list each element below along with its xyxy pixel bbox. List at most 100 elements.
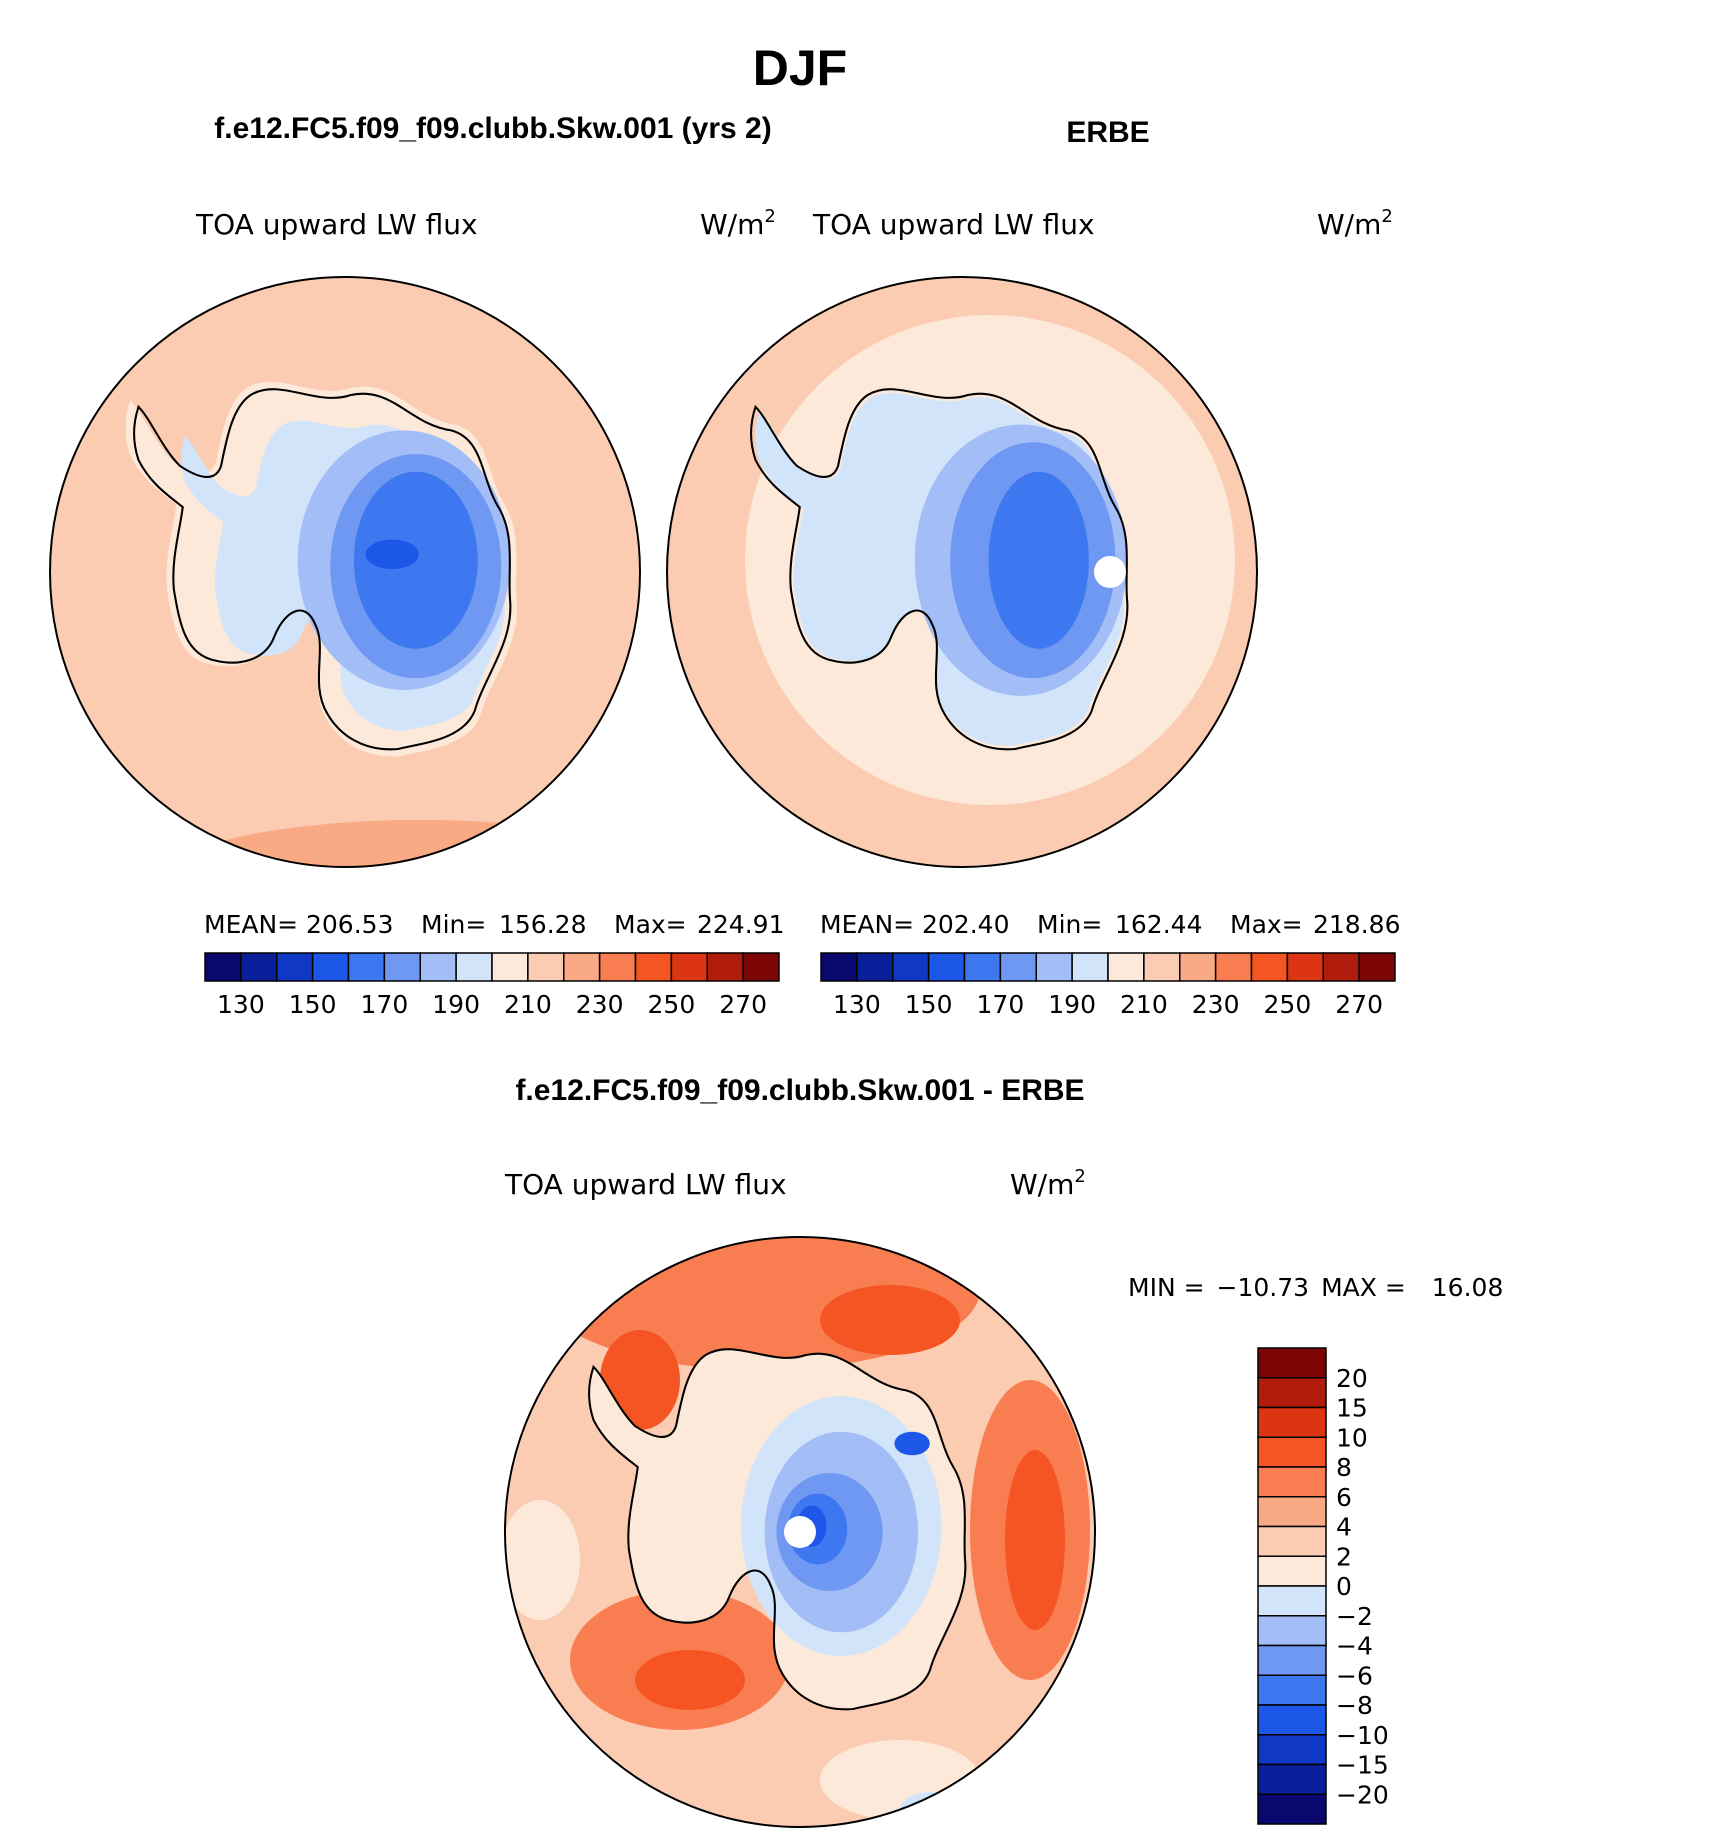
colorbar-swatch <box>1257 1585 1327 1617</box>
colorbar-swatch <box>1250 952 1289 982</box>
colorbar-swatch <box>383 952 421 982</box>
units-exponent: 2 <box>764 206 775 227</box>
stat-max-value: 218.86 <box>1313 910 1400 939</box>
colorbar-swatch <box>1257 1436 1327 1468</box>
colorbar-tick-label: 250 <box>648 990 696 1019</box>
units-base: W/m <box>1010 1168 1074 1201</box>
panel-model-title: f.e12.FC5.f09_f09.clubb.Skw.001 (yrs 2) <box>214 112 771 145</box>
continent-field <box>755 392 1128 746</box>
colorbar-swatch <box>240 952 278 982</box>
panel-diff-units: W/m2 <box>1010 1166 1086 1201</box>
colorbar-swatch <box>1257 1793 1327 1825</box>
units-base: W/m <box>1317 208 1381 241</box>
colorbar-tick-label: 150 <box>905 990 953 1019</box>
colorbar-tick-label: 210 <box>504 990 552 1019</box>
stat-max-label: Max= <box>614 910 687 939</box>
colorbar-tick-label: 130 <box>217 990 265 1019</box>
stat-min-value: 162.44 <box>1115 910 1202 939</box>
colorbar-swatch <box>927 952 966 982</box>
colorbar-obs: 130 150 170 190 210 230 250 270 <box>820 952 1396 1019</box>
polar-map-model <box>50 277 640 867</box>
warm-patch-northeast <box>820 1285 960 1355</box>
stat-max-label: Max= <box>1230 910 1303 939</box>
pole-hole <box>784 1516 816 1548</box>
colorbar-swatch <box>563 952 601 982</box>
colorbar-swatch <box>347 952 386 982</box>
colorbar-swatch <box>419 952 457 982</box>
colorbar-swatch <box>527 952 565 982</box>
colorbar-tick-label: 170 <box>977 990 1025 1019</box>
panel-obs-units: W/m2 <box>1317 206 1393 241</box>
colorbar-swatch <box>670 952 708 982</box>
colorbar-swatch <box>1257 1704 1327 1736</box>
stat-min-label: MIN = <box>1128 1273 1205 1302</box>
panel-diff-title: f.e12.FC5.f09_f09.clubb.Skw.001 - ERBE <box>515 1074 1084 1107</box>
map-border <box>666 276 1258 868</box>
colorbar-swatch <box>311 952 350 982</box>
colorbar-tick-label: 15 <box>1336 1394 1368 1423</box>
colorbar-swatch <box>204 952 242 982</box>
colorbar-swatch <box>1358 952 1396 982</box>
stat-mean-value: 202.40 <box>922 910 1009 939</box>
colorbar-swatch <box>1257 1734 1327 1766</box>
stat-min-label: Min= <box>1037 910 1102 939</box>
stat-mean-value: 206.53 <box>306 910 393 939</box>
polar-map-diff <box>505 1237 1095 1827</box>
continent-field <box>589 1349 966 1710</box>
stat-mean-label: MEAN= <box>204 910 298 939</box>
colorbar-swatch <box>706 952 744 982</box>
pole-hole <box>1094 556 1126 588</box>
stats-model: MEAN= 206.53 Min= 156.28 Max= 224.91 <box>204 910 784 939</box>
colorbar-swatch <box>1179 952 1217 982</box>
colorbar-tick-label: −10 <box>1336 1721 1389 1750</box>
colorbar-swatch <box>491 952 529 982</box>
polar-map-obs <box>667 277 1257 867</box>
colorbar-swatch <box>1257 1615 1327 1647</box>
colorbar-swatch <box>742 952 780 982</box>
panel-diff: f.e12.FC5.f09_f09.clubb.Skw.001 - ERBE T… <box>504 1074 1504 1828</box>
panel-model: f.e12.FC5.f09_f09.clubb.Skw.001 (yrs 2) … <box>49 112 784 1019</box>
panel-obs: ERBE TOA upward LW flux W/m2 MEAN= 202.4… <box>666 116 1400 1019</box>
panel-diff-variable: TOA upward LW flux <box>504 1168 787 1201</box>
colorbar-tick-label: 4 <box>1336 1513 1352 1542</box>
colorbar-tick-label: 10 <box>1336 1423 1368 1452</box>
colorbar-swatch <box>1143 952 1181 982</box>
colorbar-swatch <box>1286 952 1324 982</box>
colorbar-model: 130 150 170 190 210 230 250 270 <box>204 952 780 1019</box>
figure-title: DJF <box>753 40 847 96</box>
map-border <box>49 276 641 868</box>
colorbar-tick-label: 130 <box>833 990 881 1019</box>
colorbar-tick-label: −20 <box>1336 1780 1389 1809</box>
map-border <box>504 1236 1096 1828</box>
panel-obs-variable: TOA upward LW flux <box>812 208 1095 241</box>
colorbar-swatch <box>963 952 1002 982</box>
units-exponent: 2 <box>1074 1166 1085 1187</box>
colorbar-swatch <box>1257 1763 1327 1795</box>
colorbar-swatch <box>1107 952 1145 982</box>
colorbar-swatch <box>1035 952 1073 982</box>
units-base: W/m <box>700 208 764 241</box>
stat-min-value: 156.28 <box>499 910 586 939</box>
colorbar-tick-label: −8 <box>1336 1691 1373 1720</box>
colorbar-tick-label: 210 <box>1120 990 1168 1019</box>
colorbar-swatch <box>455 952 493 982</box>
colorbar-swatch <box>1257 1466 1327 1498</box>
colorbar-swatch <box>999 952 1037 982</box>
colorbar-swatch <box>1257 1674 1327 1706</box>
colorbar-tick-label: 0 <box>1336 1572 1352 1601</box>
colorbar-tick-label: 8 <box>1336 1453 1352 1482</box>
colorbar-tick-label: 190 <box>432 990 480 1019</box>
colorbar-swatch <box>1257 1644 1327 1676</box>
colorbar-swatch <box>1257 1525 1327 1557</box>
colorbar-swatch <box>892 952 930 982</box>
colorbar-tick-label: 190 <box>1048 990 1096 1019</box>
colorbar-swatch <box>1214 952 1253 982</box>
colorbar-tick-label: 20 <box>1336 1364 1368 1393</box>
colorbar-swatch <box>1257 1406 1327 1438</box>
colorbar-tick-label: −6 <box>1336 1661 1373 1690</box>
stat-max-value: 16.08 <box>1432 1273 1504 1302</box>
colorbar-tick-label: 250 <box>1264 990 1312 1019</box>
colorbar-swatch <box>634 952 673 982</box>
colorbar-tick-label: 150 <box>289 990 337 1019</box>
